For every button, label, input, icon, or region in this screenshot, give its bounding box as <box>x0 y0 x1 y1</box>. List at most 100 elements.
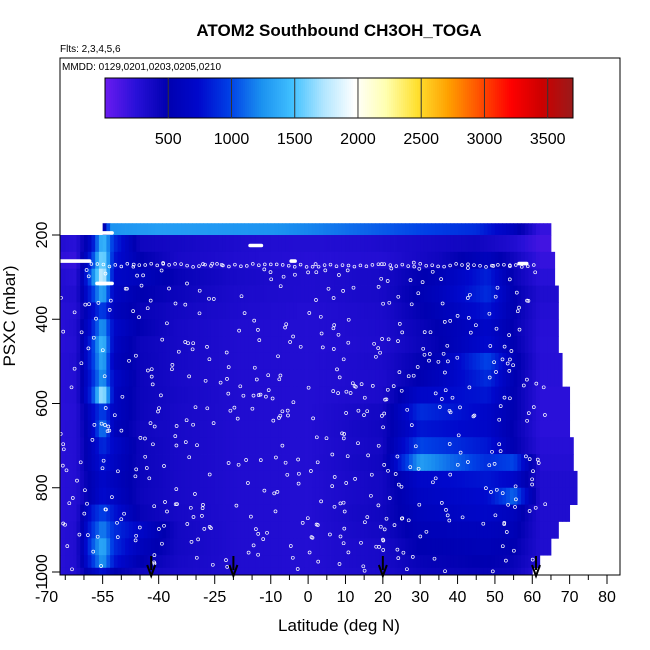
flight-level-segment <box>95 281 114 286</box>
sample-point <box>396 339 400 343</box>
colorbar-segment <box>303 78 306 118</box>
heatmap-cell <box>255 538 260 556</box>
x-tick-label: 40 <box>449 589 467 606</box>
heatmap-cell <box>166 403 171 421</box>
heatmap-cell <box>110 470 115 489</box>
sample-point <box>188 505 193 510</box>
heatmap-cell <box>476 403 481 421</box>
heatmap-cell <box>457 538 462 556</box>
heatmap-cell <box>218 437 223 455</box>
heatmap-cell <box>166 420 171 438</box>
heatmap-cell <box>371 504 376 522</box>
heatmap-cell <box>240 386 246 404</box>
colorbar-segment <box>223 78 226 118</box>
heatmap-cell <box>255 285 260 303</box>
heatmap-cell <box>270 403 275 421</box>
heatmap-cell <box>173 454 178 472</box>
heatmap-cell <box>521 420 526 438</box>
heatmap-cell <box>136 470 141 489</box>
heatmap-cell <box>154 235 160 253</box>
heatmap-cell <box>472 268 477 286</box>
heatmap-cell <box>517 437 522 455</box>
sample-point <box>505 361 510 366</box>
heatmap-cell <box>72 336 77 354</box>
heatmap-cell <box>61 487 66 505</box>
heatmap-cell <box>117 302 122 320</box>
heatmap-cell <box>517 555 522 569</box>
heatmap-cell <box>69 504 74 522</box>
sample-point <box>144 466 149 470</box>
heatmap-cell <box>311 437 316 455</box>
sample-point <box>383 397 387 402</box>
heatmap-cell <box>438 567 444 576</box>
sample-point <box>517 327 522 332</box>
heatmap-cell <box>390 336 395 354</box>
heatmap-cell <box>524 386 529 404</box>
heatmap-cell <box>166 555 171 569</box>
sample-point <box>512 548 516 553</box>
heatmap-cell <box>304 369 309 388</box>
heatmap-cell <box>225 487 231 505</box>
heatmap-cell <box>293 285 298 303</box>
heatmap-cell <box>513 437 518 455</box>
heatmap-cell <box>237 454 242 472</box>
heatmap-cell <box>360 302 365 320</box>
heatmap-cell <box>453 521 458 539</box>
heatmap-cell <box>319 251 324 270</box>
heatmap-cell <box>517 235 522 253</box>
heatmap-cell <box>196 235 201 253</box>
heatmap-cell <box>457 454 462 472</box>
heatmap-cell <box>233 454 238 472</box>
sample-point <box>520 265 524 269</box>
heatmap-cell <box>502 521 507 539</box>
heatmap-cell <box>60 302 62 320</box>
heatmap-cell <box>233 555 238 569</box>
heatmap-cell <box>293 369 298 388</box>
heatmap-cell <box>61 369 66 388</box>
sample-point <box>500 544 505 549</box>
heatmap-cell <box>147 437 152 455</box>
heatmap-cell <box>229 504 234 522</box>
heatmap-cell <box>125 470 130 489</box>
heatmap-cell <box>405 454 410 472</box>
heatmap-cell <box>181 386 186 404</box>
heatmap-cell <box>121 302 126 320</box>
heatmap-cell <box>386 504 391 522</box>
sample-point <box>195 443 199 448</box>
heatmap-cell <box>274 302 279 320</box>
heatmap-cell <box>476 251 481 270</box>
heatmap-cell <box>300 538 305 556</box>
heatmap-cell <box>397 223 402 236</box>
heatmap-cell <box>203 555 208 569</box>
heatmap-cell <box>274 567 279 576</box>
sample-point <box>193 492 197 496</box>
colorbar-segment <box>471 78 474 118</box>
sample-point <box>341 357 346 362</box>
heatmap-cell <box>285 420 290 438</box>
heatmap-cell <box>95 470 100 489</box>
heatmap-cell <box>181 285 186 303</box>
sample-point <box>227 264 231 269</box>
heatmap-cell <box>304 538 309 556</box>
colorbar-segment <box>325 78 328 118</box>
heatmap-cell <box>513 302 518 320</box>
heatmap-cell <box>319 319 324 337</box>
heatmap-cell <box>270 285 275 303</box>
heatmap-cell <box>550 437 556 455</box>
heatmap-cell <box>207 251 212 270</box>
sample-point <box>175 502 179 506</box>
heatmap-cell <box>521 302 526 320</box>
heatmap-cell <box>80 567 85 576</box>
heatmap-cell <box>349 504 354 522</box>
heatmap-cell <box>494 235 500 253</box>
heatmap-cell <box>427 555 432 569</box>
sample-point <box>137 525 142 530</box>
sample-point <box>275 490 280 494</box>
heatmap-cell <box>214 336 219 354</box>
heatmap-cell <box>255 470 260 489</box>
heatmap-cell <box>360 285 365 303</box>
heatmap-cell <box>390 454 395 472</box>
heatmap-cell <box>442 538 447 556</box>
heatmap-cell <box>60 369 62 388</box>
heatmap-cell <box>416 567 421 576</box>
